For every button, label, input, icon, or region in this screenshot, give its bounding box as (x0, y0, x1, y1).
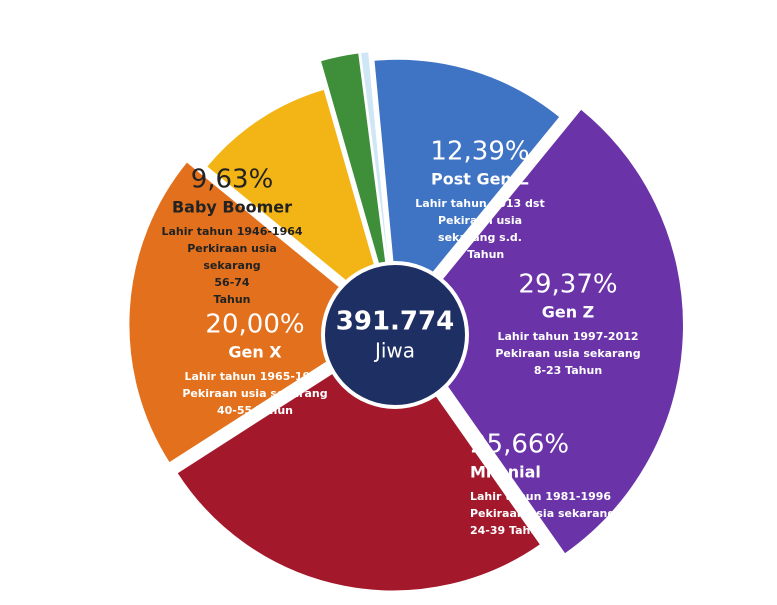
center-circle (321, 261, 469, 409)
description: Tahun (213, 293, 250, 306)
category-label: Milenial (470, 463, 541, 482)
description: 7 Tahun (456, 248, 505, 261)
category-label: Post Gen Z (431, 170, 529, 189)
description: 8-23 Tahun (534, 364, 602, 377)
value-label: 9,63% (191, 165, 274, 195)
description: Pekiraan usia sekarang (182, 387, 327, 400)
description: Pekiraan usia sekarang (470, 507, 615, 520)
value-label: 20,00% (205, 310, 304, 340)
slice (175, 332, 543, 593)
value-label: 25,66% (470, 430, 569, 460)
category-label: Baby Boomer (172, 198, 292, 217)
category-label: Gen X (228, 343, 282, 362)
slice (204, 87, 392, 321)
total-unit: Jiwa (373, 339, 415, 363)
description: Lahir tahun 1946-1964 (161, 225, 302, 238)
description: sekarang s.d. (438, 231, 522, 244)
description: 56-74 (214, 276, 250, 289)
value-label: 12,39% (430, 137, 529, 167)
value-label: 29,37% (518, 270, 617, 300)
slice (127, 159, 388, 465)
slice (358, 50, 395, 317)
description: sekarang (203, 259, 260, 272)
description: 40-55 Tahun (217, 404, 293, 417)
total: 391.774 (336, 307, 454, 337)
description: Lahir tahun 1981-1996 (470, 490, 611, 503)
description: 24-39 Tahun (470, 524, 546, 537)
slice (372, 57, 562, 319)
description: Perkiraan usia (187, 242, 277, 255)
description: Lahir tahun 2013 dst (415, 197, 544, 210)
description: Lahir tahun 1997-2012 (497, 330, 638, 343)
description: Lahir tahun 1965-1980 (184, 370, 325, 383)
pie (127, 50, 685, 593)
labels: 12,39% Post Gen Z Lahir tahun 2013 dst Peki… (161, 137, 640, 538)
description: Pekiraan usia (438, 214, 522, 227)
slice (402, 107, 685, 556)
category-label: Gen Z (542, 303, 595, 322)
description: Pekiraan usia sekarang (495, 347, 640, 360)
